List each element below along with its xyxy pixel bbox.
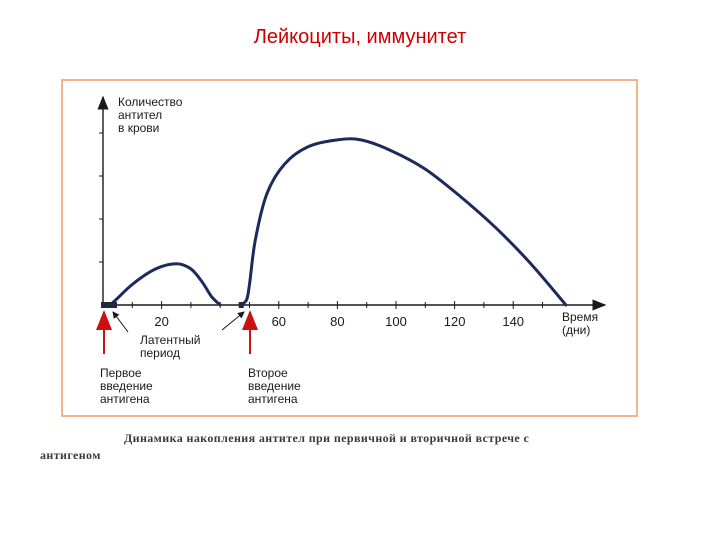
- y-label-line-2: антител: [118, 108, 162, 122]
- figure-frame: [61, 79, 638, 417]
- first-line-1: Первое: [100, 366, 142, 380]
- y-ticks: [99, 132, 103, 263]
- slide-title: Лейкоциты, иммунитет: [253, 26, 467, 48]
- x-tick-label: 80: [330, 314, 344, 329]
- y-label-line-3: в крови: [118, 121, 159, 135]
- latent-line-1: Латентный: [140, 333, 200, 347]
- x-label-line-2: (дни): [562, 323, 590, 337]
- x-label-line-1: Время: [562, 310, 598, 324]
- primary-response-curve: [101, 262, 222, 307]
- y-label-line-1: Количество: [118, 95, 183, 109]
- first-line-2: введение: [100, 379, 153, 393]
- first-line-3: антигена: [100, 392, 150, 406]
- x-tick-label: 100: [385, 314, 407, 329]
- second-line-3: антигена: [248, 392, 298, 406]
- x-tick-label: 140: [502, 314, 524, 329]
- first-introduction-label: Первое введение антигена: [100, 366, 156, 406]
- second-introduction-marker: [238, 302, 244, 308]
- secondary-response-curve: [239, 137, 568, 307]
- x-ticks: 20 60 80 100 120 140: [131, 301, 543, 329]
- figure-caption: Динамика накопления антител при первично…: [40, 430, 640, 464]
- caption-line-1: Динамика накопления антител при первично…: [124, 431, 530, 445]
- series-layer: [101, 137, 568, 308]
- second-line-1: Второе: [248, 366, 288, 380]
- second-line-2: введение: [248, 379, 301, 393]
- y-axis-label: Количество антител в крови: [118, 95, 186, 135]
- latent-arrow-left: [112, 311, 129, 333]
- latent-line-2: период: [140, 346, 180, 360]
- x-tick-label: 20: [154, 314, 168, 329]
- x-tick-label: 120: [444, 314, 466, 329]
- second-introduction-label: Второе введение антигена: [248, 366, 304, 406]
- x-tick-label: 60: [272, 314, 286, 329]
- first-introduction-marker: [101, 302, 117, 308]
- latent-arrow-right: [221, 311, 245, 331]
- x-axis-label: Время (дни): [562, 310, 601, 337]
- latent-period-label: Латентный период: [140, 333, 204, 360]
- caption-line-2: антигеном: [40, 448, 101, 462]
